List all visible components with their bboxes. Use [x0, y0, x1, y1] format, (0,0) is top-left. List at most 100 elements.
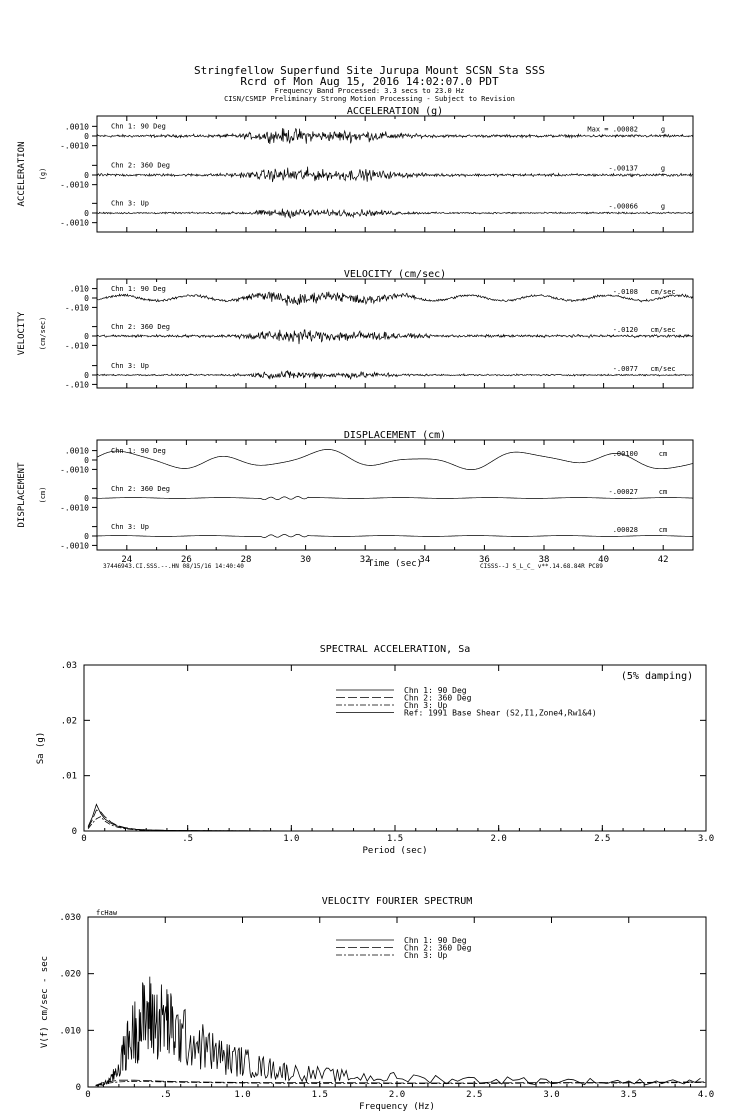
channel-label: Chn 3: Up — [111, 200, 149, 208]
channel-trace — [97, 496, 693, 501]
y-tick-label: 0 — [84, 332, 89, 341]
legend-entry: Chn 1: 90 Deg — [404, 936, 467, 945]
channel-label: Chn 2: 360 Deg — [111, 162, 170, 170]
frequency-band: Frequency Band Processed: 3.3 secs to 23… — [274, 87, 465, 95]
x-tick-label: 32 — [360, 555, 371, 565]
channel-unit: cm — [659, 526, 667, 534]
y-tick-label: -.010 — [65, 341, 89, 350]
y-tick-label: .0010 — [65, 122, 89, 131]
channel-max-label: -.0077 — [613, 365, 638, 373]
y-tick-label: .03 — [61, 661, 77, 671]
channel-trace — [97, 533, 693, 538]
legend-entry: Chn 3: Up — [404, 701, 448, 710]
x-tick-label: 3.0 — [543, 1090, 559, 1100]
section-unit-label: (cm) — [39, 487, 47, 504]
channel-unit: cm — [659, 450, 667, 458]
channel-label: Chn 2: 360 Deg — [111, 323, 170, 331]
x-tick-label: 3.5 — [621, 1090, 637, 1100]
x-tick-label: 2.5 — [466, 1090, 482, 1100]
x-tick-label: 1.0 — [234, 1090, 250, 1100]
y-tick-label: .02 — [61, 716, 77, 726]
x-tick-label: 34 — [419, 555, 430, 565]
x-tick-label: 2.0 — [491, 834, 507, 844]
x-axis-label: Time (sec) — [368, 559, 422, 569]
y-tick-label: 0 — [84, 209, 89, 218]
x-tick-label: 1.5 — [387, 834, 403, 844]
plot-frame — [96, 278, 694, 389]
channel-label: Chn 1: 90 Deg — [111, 123, 166, 131]
spectrum-series — [87, 816, 707, 832]
section-title: VELOCITY (cm/sec) — [344, 269, 446, 280]
section-ylabel: ACCELERATION — [17, 141, 27, 206]
damping-annotation: (5% damping) — [621, 671, 693, 682]
spectrum-title: SPECTRAL ACCELERATION, Sa — [320, 644, 471, 655]
channel-trace — [96, 127, 694, 145]
corner-label: fcHaw — [96, 909, 118, 917]
processing-version-footer: CISSS--J S_L_C_ v**.14.68.84R PC89 — [480, 563, 603, 570]
channel-unit: g — [661, 165, 665, 173]
x-tick-label: 36 — [479, 555, 490, 565]
channel-max-label: -.0120 — [613, 326, 638, 334]
spectrum-series — [87, 803, 707, 832]
channel-unit: g — [661, 126, 665, 134]
channel-label: Chn 3: Up — [111, 523, 149, 531]
channel-label: Chn 1: 90 Deg — [111, 285, 166, 293]
legend-entry: Chn 2: 360 Deg — [404, 694, 472, 703]
x-tick-label: 2.5 — [594, 834, 610, 844]
channel-unit: cm/sec — [650, 326, 675, 334]
x-axis-label: Period (sec) — [362, 846, 427, 856]
y-tick-label: 0 — [84, 456, 89, 465]
x-tick-label: 0 — [81, 834, 86, 844]
y-tick-label: .020 — [59, 970, 81, 980]
channel-unit: cm/sec — [650, 365, 675, 373]
channel-trace — [96, 166, 694, 183]
y-tick-label: 0 — [84, 132, 89, 141]
y-tick-label: -.0010 — [60, 465, 89, 474]
x-tick-label: 2.0 — [389, 1090, 405, 1100]
x-tick-label: .5 — [182, 834, 193, 844]
spectrum-series — [95, 1079, 707, 1086]
channel-max-label: -.00137 — [608, 165, 638, 173]
channel-trace — [96, 208, 694, 219]
y-tick-label: -.0010 — [60, 142, 89, 151]
x-tick-label: 26 — [181, 555, 192, 565]
x-tick-label: 40 — [598, 555, 609, 565]
record-title: Stringfellow Superfund Site Jurupa Mount… — [194, 64, 545, 77]
channel-max-label: Max = .00082 — [587, 126, 638, 134]
record-id-footer: 37446943.CI.SSS.--.HN 08/15/16 14:40:40 — [103, 563, 244, 570]
y-tick-label: 0 — [84, 294, 89, 303]
channel-max-label: -.00066 — [608, 203, 638, 211]
y-tick-label: -.0010 — [60, 181, 89, 190]
channel-label: Chn 3: Up — [111, 362, 149, 370]
section-ylabel: VELOCITY — [17, 311, 27, 355]
legend-entry: Chn 1: 90 Deg — [404, 686, 467, 695]
section-unit-label: (cm/sec) — [39, 317, 47, 351]
y-tick-label: -.0010 — [60, 219, 89, 228]
channel-trace — [96, 370, 694, 380]
y-tick-label: 0 — [84, 371, 89, 380]
x-tick-label: 28 — [241, 555, 252, 565]
spectrum-title: VELOCITY FOURIER SPECTRUM — [322, 896, 473, 907]
channel-trace — [96, 329, 694, 345]
channel-unit: g — [661, 203, 665, 211]
y-tick-label: 0 — [84, 171, 89, 180]
x-tick-label: .5 — [160, 1090, 171, 1100]
spectrum-frame — [83, 664, 707, 832]
y-axis-label: V(f) cm/sec - sec — [40, 956, 50, 1048]
channel-max-label: -.0108 — [613, 288, 638, 296]
legend-entry: Chn 2: 360 Deg — [404, 944, 472, 953]
y-tick-label: 0 — [72, 827, 77, 837]
y-tick-label: 0 — [84, 532, 89, 541]
channel-max-label: .00028 — [613, 526, 638, 534]
legend-entry: Ref: 1991 Base Shear (S2,I1,Zone4,Rw1&4) — [404, 709, 597, 718]
x-tick-label: 3.0 — [698, 834, 714, 844]
section-unit-label: (g) — [39, 168, 47, 181]
x-tick-label: 1.0 — [283, 834, 299, 844]
channel-unit: cm/sec — [650, 288, 675, 296]
channel-unit: cm — [659, 488, 667, 496]
y-tick-label: 0 — [76, 1083, 81, 1093]
y-axis-label: Sa (g) — [36, 732, 46, 765]
x-tick-label: 4.0 — [698, 1090, 714, 1100]
spectrum-series — [95, 1080, 707, 1087]
